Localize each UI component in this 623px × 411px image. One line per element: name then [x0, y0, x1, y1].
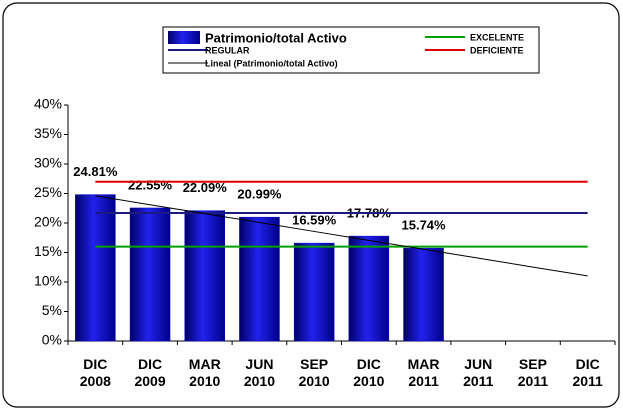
x-tick-label: MAR 2011	[407, 356, 440, 389]
x-tick-label: MAR 2010	[188, 356, 221, 389]
x-tick-label: DIC 2008	[79, 356, 111, 389]
y-tick-label: 25%	[34, 184, 62, 200]
bar	[293, 242, 335, 342]
y-tick-label: 30%	[34, 155, 62, 171]
legend-label: Lineal (Patrimonio/total Activo)	[205, 58, 338, 68]
bar	[184, 210, 225, 342]
y-tick-label: 5%	[42, 302, 62, 318]
legend-label: REGULAR	[205, 45, 250, 55]
bar	[348, 235, 390, 342]
legend-box	[162, 26, 540, 74]
x-tick-label: DIC 2010	[353, 356, 385, 389]
y-tick-label: 15%	[34, 243, 62, 259]
data-label: 22.55%	[128, 177, 173, 192]
bar	[403, 247, 444, 342]
x-tick-label: JUN 2010	[243, 356, 276, 389]
bar	[239, 216, 280, 342]
legend-swatch	[168, 31, 200, 44]
bar	[75, 194, 116, 342]
y-tick-label: 10%	[34, 273, 62, 289]
y-tick-label: 0%	[42, 332, 62, 348]
data-label: 15.74%	[402, 218, 447, 233]
legend-label: EXCELENTE	[470, 32, 524, 42]
y-tick-label: 20%	[34, 214, 62, 230]
data-label: 22.09%	[183, 180, 228, 195]
y-tick-label: 35%	[34, 125, 62, 141]
series-line	[95, 195, 588, 277]
x-tick-label: DIC 2011	[572, 356, 603, 389]
x-tick-label: DIC 2009	[134, 356, 166, 389]
data-label: 20.99%	[237, 187, 282, 202]
data-label: 16.59%	[292, 213, 337, 228]
x-tick-label: SEP 2010	[298, 356, 330, 389]
legend-label: Patrimonio/total Activo	[205, 30, 347, 45]
x-tick-label: JUN 2011	[463, 356, 494, 389]
bar	[129, 207, 171, 342]
x-tick-label: SEP 2011	[517, 356, 549, 389]
y-tick-label: 40%	[34, 96, 62, 112]
data-label: 24.81%	[73, 164, 118, 179]
legend-label: DEFICIENTE	[470, 45, 524, 55]
